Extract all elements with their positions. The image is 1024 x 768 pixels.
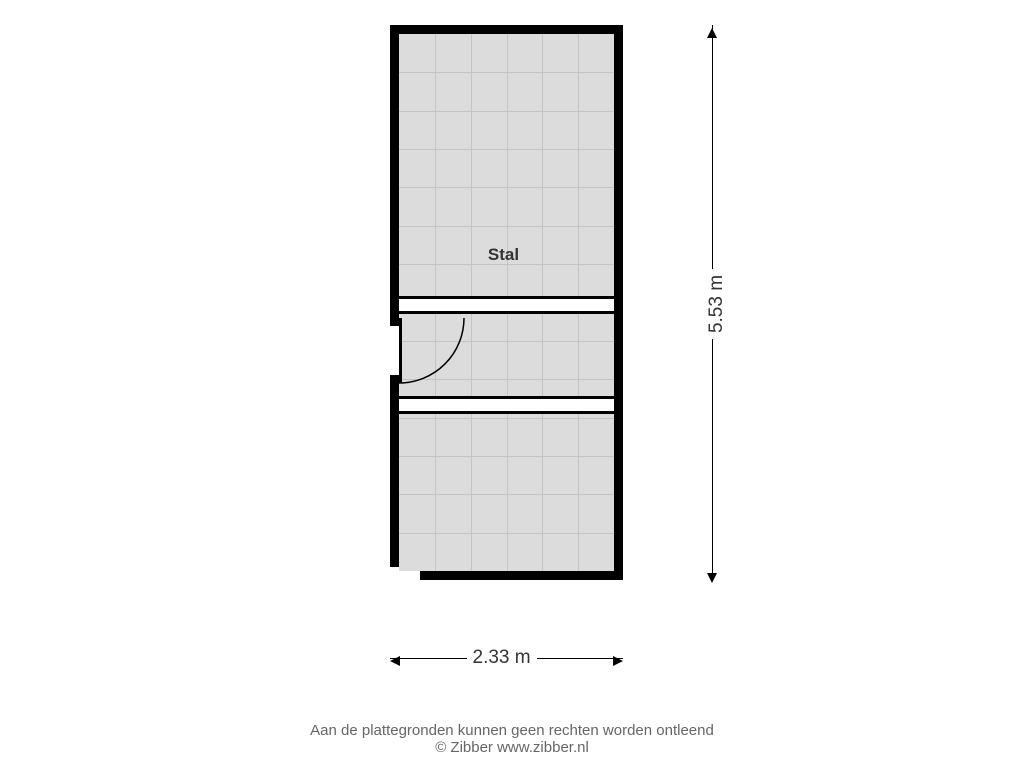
door-jamb-top (390, 318, 399, 326)
bottom-left-opening (390, 571, 420, 580)
wall-bottom (390, 571, 623, 580)
grid-line-h (399, 533, 614, 534)
grid-line-h (399, 111, 614, 112)
dimension-width-label: 2.33 m (467, 647, 537, 669)
door-swing-arc (399, 318, 468, 387)
footer-copyright: © Zibber www.zibber.nl (0, 739, 1024, 756)
grid-line-h (399, 149, 614, 150)
partition-2-channel (399, 399, 614, 411)
door-jamb-bottom (390, 375, 399, 383)
dimension-height-label: 5.53 m (706, 268, 728, 338)
grid-line-h (399, 72, 614, 73)
footer-disclaimer: Aan de plattegronden kunnen geen rechten… (0, 722, 1024, 739)
grid-line-h (399, 418, 614, 419)
grid-line-h (399, 226, 614, 227)
floorplan-stage: Stal 2.33 m 5.53 m Aan de plattegronden … (0, 0, 1024, 768)
wall-left (390, 25, 399, 580)
floor-plan: Stal (390, 25, 623, 580)
partition-1-channel (399, 299, 614, 311)
room-label: Stal (488, 245, 519, 265)
grid-line-h (399, 187, 614, 188)
door-opening (390, 326, 399, 375)
wall-right (614, 25, 623, 580)
grid-line-h (399, 456, 614, 457)
left-wall-bottom-opening (390, 567, 399, 571)
wall-top (390, 25, 623, 34)
grid-line-h (399, 494, 614, 495)
footer: Aan de plattegronden kunnen geen rechten… (0, 722, 1024, 756)
